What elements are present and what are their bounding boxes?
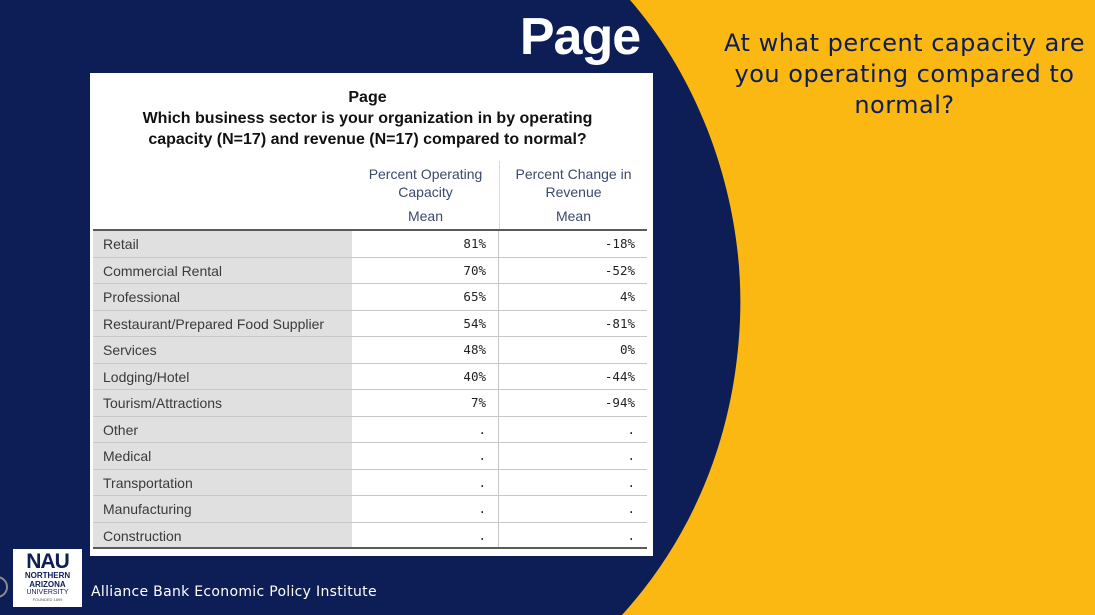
table-row: Retail 81% -18% <box>93 231 647 258</box>
table-row: Services 48% 0% <box>93 337 647 364</box>
capacity-value: 40% <box>352 363 499 389</box>
table-row: Manufacturing . . <box>93 496 647 523</box>
logo-line-university: UNIVERSITY <box>26 589 69 596</box>
revenue-value: . <box>627 448 635 463</box>
revenue-value: . <box>627 527 635 543</box>
revenue-value: 4% <box>619 289 635 304</box>
row-label: Tourism/Attractions <box>93 390 352 416</box>
revenue-value: -94% <box>604 395 635 410</box>
revenue-value: . <box>627 421 635 437</box>
revenue-value: . <box>627 501 635 516</box>
column-header-capacity: Percent Operating Capacity Mean <box>353 165 498 225</box>
column-header-revenue-line2: Revenue <box>545 184 602 200</box>
row-label: Transportation <box>93 469 352 495</box>
slide-title: Page <box>519 8 641 66</box>
column-divider <box>499 161 500 229</box>
table-row: Construction . . <box>93 522 647 549</box>
column-header-revenue-stat: Mean <box>555 208 592 224</box>
table-heading: Page Which business sector is your organ… <box>90 87 645 150</box>
table-heading-line-2: Which business sector is your organizati… <box>142 110 593 127</box>
table-row: Professional 65% 4% <box>93 284 647 311</box>
row-label: Commercial Rental <box>93 257 352 283</box>
column-header-capacity-line1: Percent Operating <box>368 166 483 182</box>
side-question: At what percent capacity are you operati… <box>724 29 1085 119</box>
capacity-value: . <box>352 496 499 522</box>
header-rule <box>93 229 647 231</box>
row-label: Manufacturing <box>93 496 352 522</box>
row-label: Professional <box>93 284 352 310</box>
footer-institute-name: Alliance Bank Economic Policy Institute <box>91 584 377 600</box>
table-row: Medical . . <box>93 443 647 470</box>
logo-line-founded: FOUNDED 1899 <box>32 597 63 602</box>
revenue-value: . <box>627 474 635 490</box>
table-row: Restaurant/Prepared Food Supplier 54% -8… <box>93 310 647 337</box>
capacity-value: . <box>352 416 499 442</box>
table-body: Retail 81% -18% Commercial Rental 70% -5… <box>93 231 647 549</box>
row-label: Medical <box>93 443 352 469</box>
column-header-capacity-line2: Capacity <box>398 184 453 200</box>
table-heading-line-1: Page <box>348 89 387 106</box>
table-row: Tourism/Attractions 7% -94% <box>93 390 647 417</box>
logo-line-northern: NORTHERN <box>24 571 71 580</box>
capacity-value: . <box>352 469 499 495</box>
row-label: Restaurant/Prepared Food Supplier <box>93 310 352 336</box>
revenue-value: 0% <box>619 342 635 357</box>
row-label: Services <box>93 337 352 363</box>
capacity-value: . <box>352 522 499 547</box>
capacity-value: 48% <box>352 337 499 363</box>
row-label: Lodging/Hotel <box>93 363 352 389</box>
capacity-value: 81% <box>352 231 499 257</box>
row-label: Other <box>93 416 352 442</box>
revenue-value: -18% <box>604 236 635 251</box>
table-row: Transportation . . <box>93 469 647 496</box>
revenue-value: -52% <box>604 262 635 278</box>
logo-abbrev: NAU <box>26 550 70 573</box>
column-header-capacity-stat: Mean <box>407 208 444 224</box>
nau-logo: NAU NORTHERN ARIZONA UNIVERSITY FOUNDED … <box>13 549 82 607</box>
table-row: Lodging/Hotel 40% -44% <box>93 363 647 390</box>
revenue-value: -44% <box>604 368 635 384</box>
row-label: Construction <box>93 522 352 547</box>
column-header-revenue: Percent Change in Revenue Mean <box>501 165 646 225</box>
capacity-value: 7% <box>352 390 499 416</box>
capacity-value: 54% <box>352 310 499 336</box>
capacity-value: . <box>352 443 499 469</box>
column-header-revenue-line1: Percent Change in <box>515 166 632 182</box>
table-row: Commercial Rental 70% -52% <box>93 257 647 284</box>
capacity-value: 70% <box>352 257 499 283</box>
row-label: Retail <box>93 231 352 257</box>
capacity-value: 65% <box>352 284 499 310</box>
results-table-card: Page Which business sector is your organ… <box>90 73 653 556</box>
logo-line-arizona: ARIZONA <box>29 579 66 589</box>
revenue-value: -81% <box>604 315 635 331</box>
table-row: Other . . <box>93 416 647 443</box>
table-heading-line-3: capacity (N=17) and revenue (N=17) compa… <box>148 131 587 148</box>
